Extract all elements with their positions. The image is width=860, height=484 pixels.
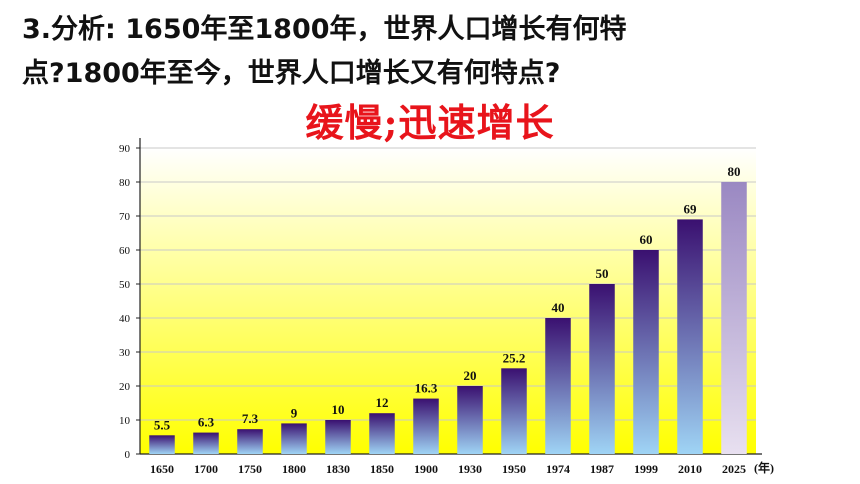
y-tick-label: 40 (119, 313, 131, 325)
bar-1800 (281, 423, 307, 454)
x-tick-label-1830: 1830 (326, 462, 350, 476)
data-label-1650: 5.5 (154, 417, 171, 432)
bar-1850 (369, 413, 395, 454)
data-label-1999: 60 (640, 232, 653, 247)
y-tick-label: 70 (119, 211, 131, 223)
data-label-1950: 25.2 (503, 350, 526, 365)
bar-1900 (413, 398, 439, 454)
data-label-1800: 9 (291, 405, 298, 420)
question-line-2: 点?1800年至今，世界人口增长又有何特点? (22, 58, 561, 89)
x-tick-label-1987: 1987 (590, 462, 614, 476)
data-label-1930: 20 (464, 368, 477, 383)
data-label-2025: 80 (728, 164, 741, 179)
bar-1974 (545, 318, 571, 454)
x-tick-label-1700: 1700 (194, 462, 218, 476)
data-label-2010: 69 (684, 201, 698, 216)
data-label-1700: 6.3 (198, 415, 215, 430)
data-label-1900: 16.3 (415, 381, 438, 396)
x-tick-label-2025: 2025 (722, 462, 746, 476)
x-tick-label-1930: 1930 (458, 462, 482, 476)
bar-2025 (721, 182, 747, 454)
x-tick-label-1850: 1850 (370, 462, 394, 476)
bar-1930 (457, 386, 483, 454)
data-label-1830: 10 (332, 402, 345, 417)
y-tick-label: 20 (119, 381, 131, 393)
data-label-1974: 40 (552, 300, 565, 315)
x-tick-label-1974: 1974 (546, 462, 570, 476)
y-tick-label: 90 (119, 143, 131, 155)
x-tick-label-2010: 2010 (678, 462, 702, 476)
x-tick-label-1900: 1900 (414, 462, 438, 476)
bar-1987 (589, 284, 615, 454)
data-label-1850: 12 (376, 395, 389, 410)
data-label-1750: 7.3 (242, 411, 259, 426)
x-tick-label-1800: 1800 (282, 462, 306, 476)
x-tick-label-1950: 1950 (502, 462, 526, 476)
y-tick-label: 30 (119, 347, 131, 359)
labels: 0 10 20 30 40 50 60 70 80 90 5.5 1650 6.3 1700 7.3 1750… (119, 143, 774, 476)
x-unit-label: (年) (754, 460, 774, 475)
bar-1750 (237, 429, 263, 454)
x-tick-label-1650: 1650 (150, 462, 174, 476)
bar-1950 (501, 368, 527, 454)
bar-1650 (149, 435, 175, 454)
bar-2010 (677, 219, 703, 454)
bar-1999 (633, 250, 659, 454)
y-tick-label: 80 (119, 177, 131, 189)
bars (149, 182, 747, 454)
y-tick-label: 0 (125, 449, 131, 461)
y-tick-label: 10 (119, 415, 131, 427)
x-tick-label-1999: 1999 (634, 462, 658, 476)
x-tick-label-1750: 1750 (238, 462, 262, 476)
y-tick-label: 50 (119, 279, 131, 291)
question-line-1: 3.分析: 1650年至1800年，世界人口增长有何特 (22, 14, 627, 45)
y-tick-label: 60 (119, 245, 131, 257)
question-text: 3.分析: 1650年至1800年，世界人口增长有何特 点?1800年至今，世界… (22, 8, 842, 96)
bar-1830 (325, 420, 351, 454)
data-label-1987: 50 (596, 266, 609, 281)
plot-background (140, 148, 756, 454)
bar-1700 (193, 432, 219, 454)
answer-text: 缓慢;迅速增长 (305, 100, 555, 145)
